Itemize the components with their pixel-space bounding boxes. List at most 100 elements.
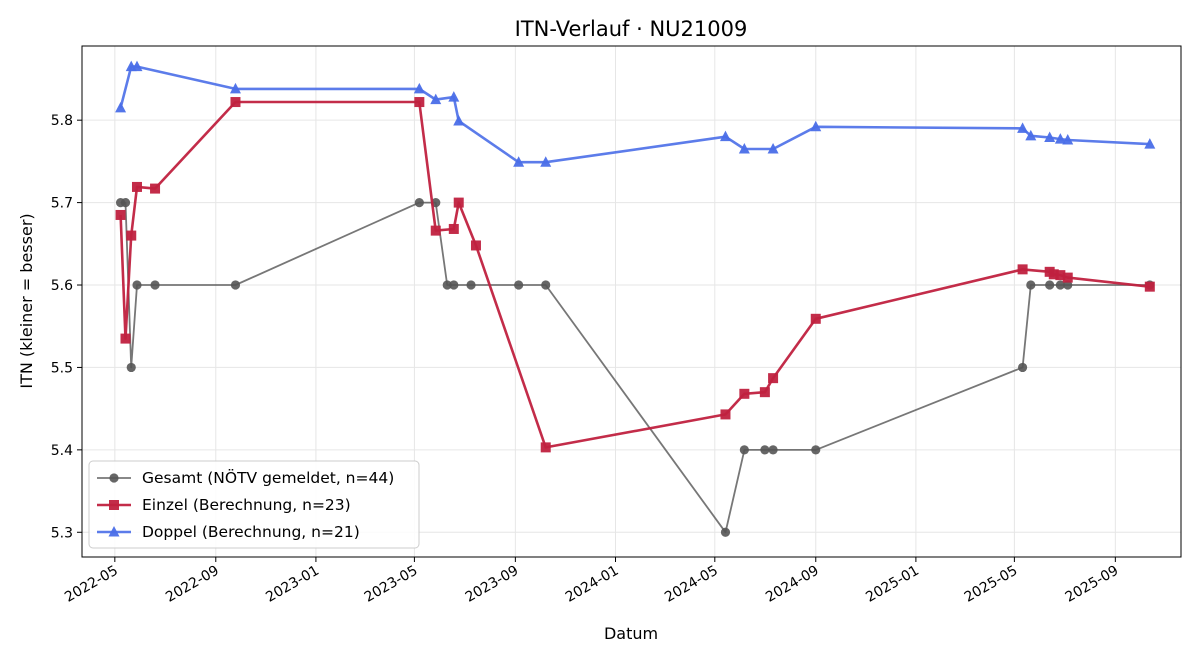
series-line — [119, 65, 1150, 164]
data-point — [1055, 270, 1066, 281]
data-point — [1063, 280, 1073, 290]
data-point — [453, 197, 464, 208]
data-point — [131, 60, 143, 72]
data-point — [126, 230, 137, 241]
legend-marker — [109, 500, 119, 510]
y-tick-label: 5.7 — [51, 196, 73, 212]
chart-title: ITN-Verlauf · NU21009 — [515, 17, 748, 41]
data-point — [126, 362, 136, 373]
data-point — [448, 91, 460, 102]
data-point — [720, 527, 731, 537]
series-line — [119, 100, 1150, 449]
data-point — [1017, 264, 1028, 275]
data-point — [453, 115, 465, 126]
data-point — [811, 445, 821, 455]
data-point — [1045, 280, 1055, 290]
y-tick-label: 5.6 — [51, 278, 73, 294]
legend-marker — [109, 473, 119, 483]
y-axis: 5.3 5.4 5.5 5.6 5.7 5.8 — [51, 113, 82, 541]
x-tick-label: 2024-09 — [763, 563, 822, 606]
data-point — [768, 445, 778, 455]
legend-box — [88, 460, 420, 549]
data-point — [1048, 269, 1059, 280]
data-point — [1144, 281, 1155, 292]
data-point — [413, 82, 425, 94]
x-axis-label: Datum — [604, 624, 658, 643]
data-point — [541, 280, 551, 290]
data-point — [430, 93, 442, 105]
y-tick-label: 5.5 — [51, 360, 73, 376]
data-point — [132, 280, 142, 290]
x-tick-label: 2023-05 — [362, 563, 421, 606]
data-point — [1062, 133, 1074, 145]
data-point — [1026, 280, 1036, 290]
data-point — [540, 442, 551, 453]
y-tick-label: 5.8 — [51, 113, 73, 129]
data-point — [720, 409, 731, 420]
data-point — [810, 120, 822, 132]
data-point — [1055, 280, 1065, 290]
x-axis: 2022-05 2022-09 2023-01 2023-05 2023-09 2024-… — [62, 557, 1121, 606]
data-point — [1025, 129, 1037, 141]
data-point — [470, 240, 481, 251]
x-tick-label: 2022-05 — [62, 563, 121, 606]
data-point — [513, 156, 525, 167]
data-point — [448, 223, 459, 234]
x-tick-label: 2025-01 — [863, 563, 922, 606]
legend: Gesamt (NÖTV gemeldet, n=44) Einzel (Bere… — [88, 460, 420, 549]
data-point — [1054, 133, 1066, 144]
data-point — [540, 156, 552, 167]
legend-label: Einzel (Berechnung, n=23) — [142, 496, 351, 514]
data-point — [120, 333, 131, 344]
data-point — [768, 373, 779, 384]
x-tick-label: 2022-09 — [163, 563, 222, 606]
plot-frame — [81, 45, 1182, 558]
data-point — [150, 183, 161, 194]
data-point — [767, 143, 779, 154]
data-point — [229, 82, 241, 94]
data-point — [739, 388, 750, 399]
data-point — [414, 97, 425, 108]
x-tick-label: 2024-01 — [563, 563, 622, 606]
x-tick-label: 2023-09 — [463, 563, 522, 606]
series-layer — [115, 60, 1156, 537]
data-point — [1017, 122, 1029, 133]
data-point — [131, 181, 142, 192]
y-tick-label: 5.4 — [51, 443, 73, 459]
data-point — [1044, 131, 1056, 142]
data-point — [414, 197, 424, 208]
series-triangle — [115, 60, 1156, 167]
legend-label: Gesamt (NÖTV gemeldet, n=44) — [142, 468, 394, 487]
legend-label: Doppel (Berechnung, n=21) — [142, 523, 360, 541]
data-point — [738, 143, 750, 154]
data-point — [150, 280, 160, 290]
data-point — [115, 101, 127, 113]
data-point — [1017, 362, 1028, 373]
series-circle — [115, 197, 1155, 537]
data-point — [810, 313, 821, 324]
data-point — [1144, 138, 1156, 149]
x-tick-label: 2023-01 — [263, 563, 322, 606]
data-point — [719, 130, 731, 142]
x-tick-label: 2025-09 — [1063, 563, 1122, 606]
data-point — [1062, 272, 1073, 283]
series-square — [115, 97, 1155, 453]
x-tick-label: 2024-05 — [662, 563, 721, 606]
data-point — [449, 280, 459, 290]
y-axis-label: ITN (kleiner = besser) — [17, 213, 36, 388]
x-tick-label: 2025-05 — [962, 563, 1021, 606]
data-point — [466, 280, 476, 290]
legend-marker — [108, 526, 120, 537]
data-point — [442, 280, 452, 290]
y-tick-label: 5.3 — [51, 525, 73, 541]
data-point — [739, 445, 749, 455]
data-point — [230, 97, 241, 108]
data-point — [759, 387, 770, 398]
data-point — [230, 280, 241, 290]
data-point — [760, 445, 770, 455]
data-point — [120, 197, 131, 208]
data-point — [430, 225, 441, 236]
data-point — [514, 280, 524, 290]
data-point — [115, 209, 126, 220]
